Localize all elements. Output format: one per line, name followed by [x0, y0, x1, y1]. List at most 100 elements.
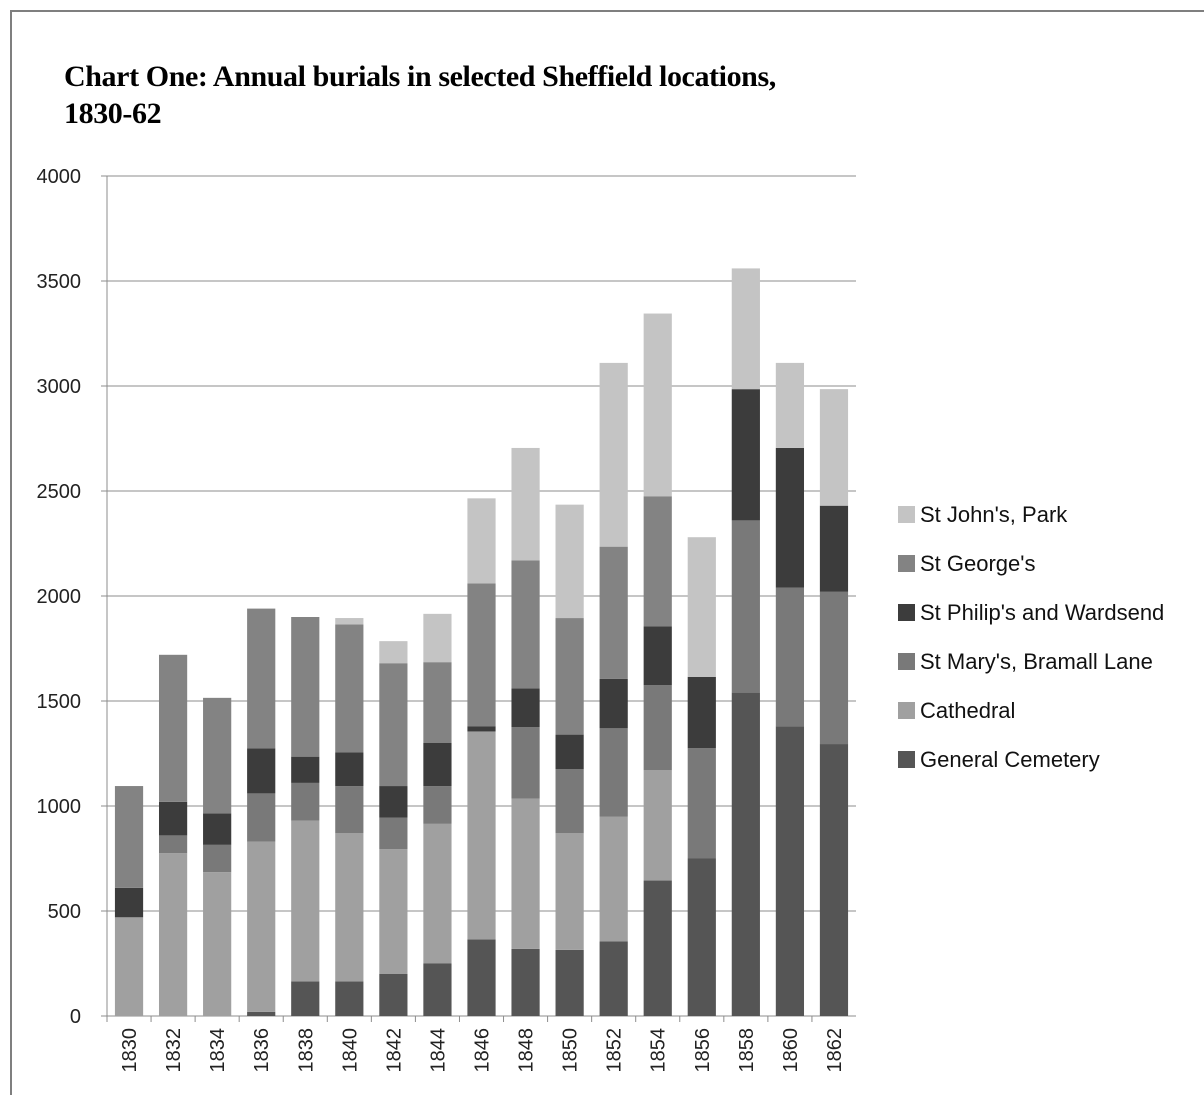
- bar-1852-st-philip-s-and-wardsend: [599, 678, 628, 729]
- bar-1856-st-mary-s-bramall-lane: [687, 748, 716, 859]
- y-tick-label-2000: 2000: [37, 586, 82, 608]
- x-tick-label-1838: 1838: [295, 1028, 317, 1073]
- bar-1844-st-john-s-park: [423, 613, 452, 663]
- bar-1850-st-george-s: [555, 618, 584, 735]
- bar-1842-general-cemetery: [379, 974, 408, 1016]
- bar-1838-general-cemetery: [291, 981, 320, 1016]
- legend-label-st-john-s-park: St John's, Park: [920, 501, 1068, 527]
- legend-swatch-st-john-s-park: [898, 506, 915, 523]
- legend-swatch-st-mary-s-bramall-lane: [898, 653, 915, 670]
- bar-1840-st-john-s-park: [335, 618, 364, 625]
- bar-1862-st-philip-s-and-wardsend: [819, 505, 849, 592]
- bar-1854-cathedral: [643, 770, 672, 881]
- y-tick-label-1000: 1000: [37, 796, 82, 818]
- bar-1858-st-philip-s-and-wardsend: [731, 389, 760, 521]
- chart-frame: [10, 10, 1204, 1095]
- x-tick-label-1834: 1834: [207, 1028, 229, 1073]
- chart-title: Chart One: Annual burials in selected Sh…: [64, 58, 884, 132]
- bar-1838-st-george-s: [291, 617, 320, 757]
- x-tick-label-1842: 1842: [383, 1028, 405, 1073]
- x-tick-label-1848: 1848: [516, 1028, 538, 1073]
- bar-1854-general-cemetery: [643, 880, 672, 1016]
- y-tick-label-4000: 4000: [37, 166, 82, 188]
- bar-1836-general-cemetery: [247, 1011, 276, 1016]
- bar-1844-cathedral: [423, 823, 452, 964]
- legend-label-cathedral: Cathedral: [920, 697, 1016, 723]
- bar-1846-st-george-s: [467, 583, 496, 727]
- bar-1848-general-cemetery: [511, 948, 540, 1016]
- bar-1850-general-cemetery: [555, 949, 584, 1016]
- bar-1862-st-john-s-park: [819, 389, 849, 506]
- bar-1834-st-george-s: [203, 697, 232, 814]
- x-tick-label-1862: 1862: [824, 1028, 846, 1073]
- x-tick-label-1854: 1854: [648, 1028, 670, 1073]
- x-tick-label-1846: 1846: [472, 1028, 494, 1073]
- bar-1842-st-philip-s-and-wardsend: [379, 786, 408, 818]
- legend-label-st-george-s: St George's: [920, 550, 1036, 576]
- bar-1852-st-john-s-park: [599, 362, 628, 547]
- bar-1848-cathedral: [511, 798, 540, 949]
- bar-1832-st-george-s: [158, 654, 188, 802]
- bar-1856-st-philip-s-and-wardsend: [687, 676, 716, 749]
- bar-1844-st-george-s: [423, 662, 452, 743]
- bar-1846-cathedral: [467, 731, 496, 940]
- bar-1836-cathedral: [247, 841, 276, 1012]
- y-tick-label-1500: 1500: [37, 691, 82, 713]
- x-tick-label-1858: 1858: [736, 1028, 758, 1073]
- bar-1856-st-john-s-park: [687, 537, 716, 677]
- legend-item-st-mary-s-bramall-lane: St Mary's, Bramall Lane: [898, 637, 1164, 686]
- bar-1862-st-mary-s-bramall-lane: [819, 591, 849, 745]
- x-tick-label-1860: 1860: [780, 1028, 802, 1073]
- bar-1854-st-george-s: [643, 496, 672, 627]
- bar-1834-st-philip-s-and-wardsend: [203, 813, 232, 845]
- bar-1850-cathedral: [555, 833, 584, 950]
- bar-1830-cathedral: [114, 917, 144, 1016]
- bar-1850-st-john-s-park: [555, 504, 584, 619]
- chart-title-line-2: 1830-62: [64, 97, 162, 130]
- bar-1850-st-mary-s-bramall-lane: [555, 769, 584, 834]
- y-tick-label-0: 0: [70, 1006, 81, 1028]
- bar-1852-st-mary-s-bramall-lane: [599, 728, 628, 817]
- bar-1842-st-mary-s-bramall-lane: [379, 817, 408, 850]
- bar-1844-general-cemetery: [423, 963, 452, 1016]
- x-tick-label-1844: 1844: [427, 1028, 449, 1073]
- legend-swatch-st-philip-s-and-wardsend: [898, 604, 915, 621]
- bar-1858-st-john-s-park: [731, 268, 760, 390]
- legend-item-general-cemetery: General Cemetery: [898, 735, 1164, 784]
- bar-1834-st-mary-s-bramall-lane: [203, 844, 232, 873]
- bar-1848-st-john-s-park: [511, 447, 540, 561]
- bar-1838-cathedral: [291, 820, 320, 982]
- bar-1844-st-philip-s-and-wardsend: [423, 743, 452, 787]
- bar-1854-st-john-s-park: [643, 313, 672, 497]
- bar-1840-st-philip-s-and-wardsend: [335, 752, 364, 787]
- legend-item-st-john-s-park: St John's, Park: [898, 490, 1164, 539]
- bar-1858-general-cemetery: [731, 692, 760, 1016]
- legend-swatch-cathedral: [898, 702, 915, 719]
- bar-1836-st-mary-s-bramall-lane: [247, 793, 276, 842]
- bar-1840-cathedral: [335, 833, 364, 982]
- bar-1842-st-george-s: [379, 663, 408, 787]
- bar-1860-st-mary-s-bramall-lane: [775, 587, 805, 727]
- bar-1848-st-george-s: [511, 560, 540, 689]
- bar-1852-st-george-s: [599, 546, 628, 679]
- bar-1838-st-philip-s-and-wardsend: [291, 756, 320, 783]
- bar-1852-cathedral: [599, 816, 628, 942]
- bar-1844-st-mary-s-bramall-lane: [423, 786, 452, 824]
- bar-1858-st-mary-s-bramall-lane: [731, 520, 760, 693]
- bar-1850-st-philip-s-and-wardsend: [555, 734, 584, 770]
- x-tick-label-1856: 1856: [692, 1028, 714, 1073]
- x-tick-label-1850: 1850: [560, 1028, 582, 1073]
- legend-label-st-mary-s-bramall-lane: St Mary's, Bramall Lane: [920, 648, 1153, 674]
- chart-title-line-1: Chart One: Annual burials in selected Sh…: [64, 60, 776, 93]
- bar-1832-st-philip-s-and-wardsend: [158, 801, 188, 836]
- bar-1846-general-cemetery: [467, 939, 496, 1016]
- x-tick-label-1852: 1852: [604, 1028, 626, 1073]
- bar-1860-st-john-s-park: [775, 362, 805, 448]
- bar-1860-st-philip-s-and-wardsend: [775, 447, 805, 588]
- bar-1860-general-cemetery: [775, 726, 805, 1016]
- bar-1830-st-philip-s-and-wardsend: [114, 887, 144, 918]
- y-tick-label-500: 500: [48, 901, 81, 923]
- y-tick-label-3000: 3000: [37, 376, 82, 398]
- y-tick-label-2500: 2500: [37, 481, 82, 503]
